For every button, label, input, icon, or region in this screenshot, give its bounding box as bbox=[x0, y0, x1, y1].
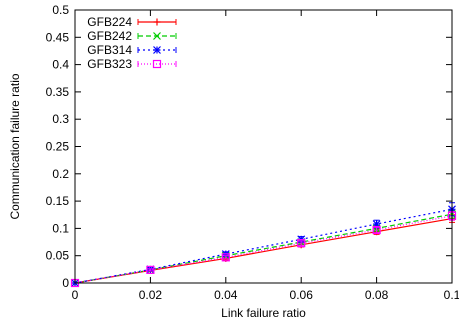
series-gfb242 bbox=[71, 209, 456, 287]
legend-item: GFB224 bbox=[87, 15, 177, 29]
x-tick-label: 0.1 bbox=[444, 288, 459, 302]
error-bar bbox=[147, 268, 154, 272]
y-tick-label: 0.5 bbox=[52, 3, 69, 17]
legend-marker bbox=[153, 32, 161, 40]
x-tick-label: 0.06 bbox=[290, 288, 314, 302]
y-tick-label: 0.35 bbox=[46, 85, 70, 99]
legend-item: GFB323 bbox=[87, 57, 177, 71]
legend-marker bbox=[152, 59, 162, 69]
x-tick-label: 0 bbox=[72, 288, 79, 302]
y-axis-label: Communication failure ratio bbox=[8, 73, 22, 219]
data-point bbox=[221, 253, 230, 262]
series-gfb323 bbox=[70, 210, 457, 288]
x-tick-label: 0.02 bbox=[139, 288, 163, 302]
data-point bbox=[146, 265, 155, 274]
error-bar bbox=[373, 226, 380, 234]
x-axis-ticks: 0 0.02 0.04 0.06 0.08 0.1 bbox=[72, 10, 459, 302]
x-tick-label: 0.04 bbox=[214, 288, 238, 302]
series-line bbox=[74, 208, 453, 284]
legend-label: GFB323 bbox=[87, 57, 132, 71]
y-tick-label: 0.2 bbox=[52, 167, 69, 181]
series-layer bbox=[70, 202, 457, 288]
plot-frame bbox=[74, 9, 453, 284]
legend-label: GFB242 bbox=[87, 29, 132, 43]
y-tick-label: 0.25 bbox=[46, 140, 70, 154]
error-bar bbox=[298, 240, 305, 246]
legend-item: GFB314 bbox=[87, 43, 177, 57]
series-line bbox=[74, 215, 453, 284]
error-bar bbox=[222, 255, 229, 260]
data-point bbox=[297, 239, 306, 248]
legend-label: GFB224 bbox=[87, 15, 132, 29]
y-tick-label: 0.4 bbox=[52, 58, 69, 72]
data-point bbox=[372, 225, 381, 235]
legend-item: GFB242 bbox=[87, 29, 177, 43]
y-tick-label: 0.1 bbox=[52, 221, 69, 235]
legend-marker bbox=[153, 46, 161, 54]
y-axis-ticks: 0 0.05 0.1 0.15 0.2 0.25 0.3 0.35 0.4 0.45 0.5 bbox=[46, 3, 452, 290]
legend-marker bbox=[153, 18, 161, 26]
y-tick-label: 0.15 bbox=[46, 194, 70, 208]
y-tick-label: 0.05 bbox=[46, 249, 70, 263]
y-tick-label: 0.3 bbox=[52, 112, 69, 126]
x-tick-label: 0.08 bbox=[365, 288, 389, 302]
legend-label: GFB314 bbox=[87, 43, 132, 57]
y-tick-label: 0.45 bbox=[46, 30, 70, 44]
x-axis-label: Link failure ratio bbox=[221, 306, 306, 320]
y-tick-label: 0 bbox=[62, 276, 69, 290]
